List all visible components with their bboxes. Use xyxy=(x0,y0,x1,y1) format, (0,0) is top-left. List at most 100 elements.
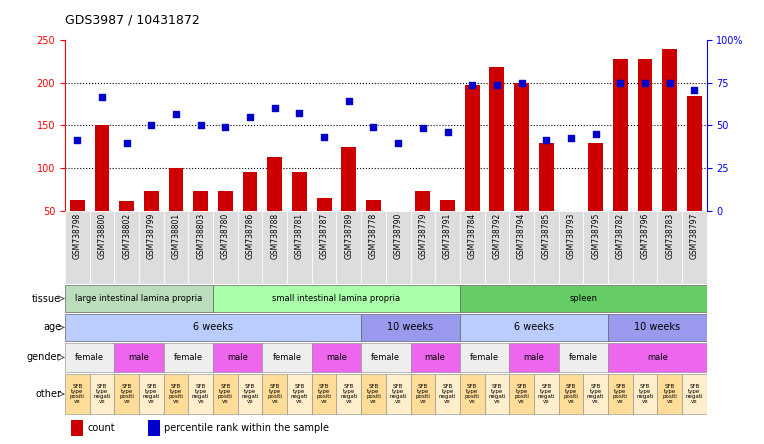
Text: 6 weeks: 6 weeks xyxy=(514,322,554,333)
Text: SFB
type
negati
ve: SFB type negati ve xyxy=(143,384,160,404)
Point xyxy=(343,98,355,105)
Bar xyxy=(416,191,430,254)
Bar xyxy=(267,157,282,254)
Bar xyxy=(189,374,213,414)
Text: SFB
type
positi
ve: SFB type positi ve xyxy=(662,384,677,404)
Text: GSM738786: GSM738786 xyxy=(245,213,254,259)
Bar xyxy=(189,211,213,284)
Bar xyxy=(460,285,707,313)
Bar xyxy=(583,374,608,414)
Bar xyxy=(460,342,510,373)
Text: male: male xyxy=(227,353,248,362)
Bar xyxy=(119,202,134,254)
Text: GSM738789: GSM738789 xyxy=(345,213,353,259)
Point xyxy=(269,105,281,112)
Text: SFB
type
negati
ve: SFB type negati ve xyxy=(636,384,654,404)
Point xyxy=(540,136,552,143)
Bar xyxy=(139,211,163,284)
Bar xyxy=(410,211,435,284)
Text: SFB
type
negati
ve: SFB type negati ve xyxy=(685,384,703,404)
Bar xyxy=(144,191,159,254)
Bar xyxy=(662,48,677,254)
Text: GSM738800: GSM738800 xyxy=(98,213,106,259)
Bar xyxy=(484,374,510,414)
Bar xyxy=(262,374,287,414)
Text: GSM738785: GSM738785 xyxy=(542,213,551,259)
Text: GSM738794: GSM738794 xyxy=(517,213,526,259)
Text: GSM738792: GSM738792 xyxy=(492,213,501,259)
Text: GSM738803: GSM738803 xyxy=(196,213,206,259)
Text: 10 weeks: 10 weeks xyxy=(387,322,433,333)
Text: male: male xyxy=(425,353,445,362)
Bar xyxy=(213,374,238,414)
Point xyxy=(490,82,503,89)
Point xyxy=(195,122,207,129)
Text: SFB
type
negati
ve: SFB type negati ve xyxy=(340,384,358,404)
Text: SFB
type
negati
ve: SFB type negati ve xyxy=(587,384,604,404)
Bar xyxy=(287,211,312,284)
Bar xyxy=(65,313,361,341)
Bar xyxy=(484,211,510,284)
Text: GSM738788: GSM738788 xyxy=(270,213,280,259)
Bar xyxy=(95,126,109,254)
Bar xyxy=(539,143,554,254)
Bar xyxy=(460,313,608,341)
Text: GSM738795: GSM738795 xyxy=(591,213,601,259)
Bar xyxy=(435,374,460,414)
Text: SFB
type
positi
ve: SFB type positi ve xyxy=(416,384,430,404)
Bar xyxy=(342,147,356,254)
Point xyxy=(121,140,133,147)
Text: SFB
type
negati
ve: SFB type negati ve xyxy=(538,384,555,404)
Text: female: female xyxy=(568,353,598,362)
Point xyxy=(442,129,454,136)
Bar xyxy=(89,211,115,284)
Bar xyxy=(262,211,287,284)
Text: GSM738781: GSM738781 xyxy=(295,213,304,259)
Text: female: female xyxy=(470,353,499,362)
Text: SFB
type
negati
ve: SFB type negati ve xyxy=(192,384,209,404)
Text: GSM738783: GSM738783 xyxy=(665,213,674,259)
Point xyxy=(614,79,626,86)
Point xyxy=(367,123,380,131)
Bar xyxy=(638,59,652,254)
Bar xyxy=(460,374,484,414)
Text: GSM738791: GSM738791 xyxy=(443,213,452,259)
Text: SFB
type
positi
ve: SFB type positi ve xyxy=(70,384,85,404)
Bar xyxy=(336,374,361,414)
Bar xyxy=(317,198,332,254)
Bar xyxy=(390,224,406,254)
Bar xyxy=(89,374,115,414)
Bar xyxy=(65,285,213,313)
Bar xyxy=(218,191,233,254)
Bar xyxy=(410,374,435,414)
Bar xyxy=(115,374,139,414)
Bar xyxy=(213,342,262,373)
Text: GSM738799: GSM738799 xyxy=(147,213,156,259)
Bar xyxy=(386,211,410,284)
Bar xyxy=(213,211,238,284)
Text: 10 weeks: 10 weeks xyxy=(634,322,681,333)
Bar xyxy=(510,374,534,414)
Point xyxy=(71,136,83,143)
Bar xyxy=(243,172,257,254)
Bar xyxy=(213,285,460,313)
Bar xyxy=(534,374,558,414)
Bar xyxy=(238,374,262,414)
Text: female: female xyxy=(273,353,302,362)
Point xyxy=(639,79,651,86)
Bar xyxy=(558,342,608,373)
Text: SFB
type
positi
ve: SFB type positi ve xyxy=(267,384,282,404)
Point xyxy=(516,79,528,86)
Text: SFB
type
positi
ve: SFB type positi ve xyxy=(316,384,332,404)
Text: 6 weeks: 6 weeks xyxy=(193,322,233,333)
Bar xyxy=(460,211,484,284)
Point xyxy=(96,94,108,101)
Text: SFB
type
positi
ve: SFB type positi ve xyxy=(465,384,480,404)
Bar xyxy=(510,342,558,373)
Bar xyxy=(608,313,707,341)
Text: GSM738790: GSM738790 xyxy=(393,213,403,259)
Bar xyxy=(608,374,633,414)
Bar xyxy=(262,342,312,373)
Bar xyxy=(115,211,139,284)
Text: percentile rank within the sample: percentile rank within the sample xyxy=(164,424,329,433)
